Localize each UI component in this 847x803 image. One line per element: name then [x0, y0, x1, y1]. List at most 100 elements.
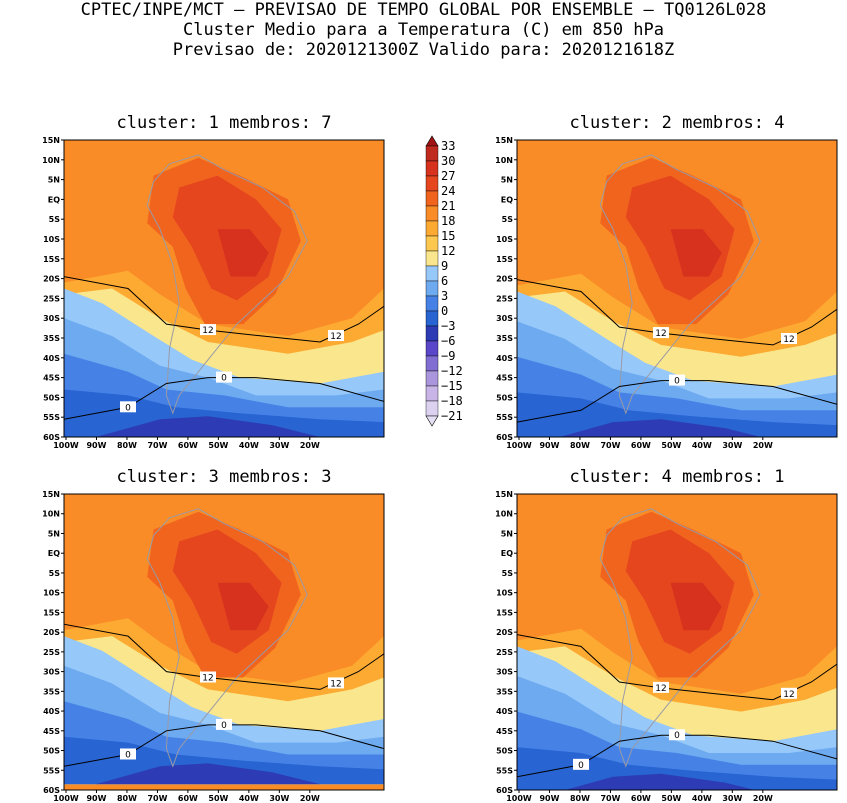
lat-label: 15N	[495, 136, 513, 145]
lon-label: 100W	[506, 441, 532, 450]
temperature-field: 12 12 0	[517, 140, 837, 437]
field-core-24	[670, 229, 722, 277]
lat-label: 50S	[496, 393, 513, 402]
lon-label: 20W	[300, 441, 320, 450]
lon-label: 60W	[631, 794, 651, 803]
lat-label: 35S	[43, 687, 60, 696]
colorbar-label: 6	[441, 274, 448, 288]
coastline	[146, 508, 308, 768]
lon-label: 60W	[178, 794, 198, 803]
lat-label: 60S	[43, 433, 60, 442]
contour-label: 12	[655, 329, 666, 339]
lat-label: 5S	[502, 569, 514, 578]
lat-label: 25S	[43, 648, 60, 657]
lon-label: 90W	[539, 441, 559, 450]
colorbar-label: −15	[441, 379, 463, 393]
colorbar-swatch	[425, 310, 439, 327]
header-line-1: CPTEC/INPE/MCT — PREVISAO DE TEMPO GLOBA…	[80, 0, 767, 20]
colorbar-swatch	[425, 295, 439, 312]
field-band-6	[564, 773, 756, 790]
lon-label: 80W	[117, 794, 137, 803]
lat-label: 15S	[43, 608, 60, 617]
contour-label: 0	[221, 721, 227, 731]
colorbar-swatch	[425, 340, 439, 357]
colorbar-label: 18	[441, 214, 455, 228]
colorbar-swatch	[425, 235, 439, 252]
temperature-field: 12 12 0 0	[64, 140, 384, 437]
colorbar-swatch	[425, 190, 439, 207]
figure-header: CPTEC/INPE/MCT — PREVISAO DE TEMPO GLOBA…	[0, 0, 847, 60]
colorbar-swatch	[425, 370, 439, 387]
contour-label: 12	[330, 332, 341, 342]
colorbar-swatch	[425, 385, 439, 402]
contour-label: 12	[202, 326, 213, 336]
coastline	[599, 508, 761, 768]
map-panel-1: 12 12 0 0 15N 10N 5N EQ 5S 10S 15S 20S 25S 30S 35S 40S 4…	[42, 136, 385, 450]
lat-label: 40S	[43, 707, 60, 716]
colorbar-label: −9	[441, 349, 455, 363]
colorbar-swatch	[425, 265, 439, 282]
lat-label: 55S	[43, 766, 60, 775]
map-panel-3: 12 12 0 0 15N 10N 5N EQ 5S 10S 15S 20S 25S 30S 35S 40S 4…	[42, 490, 385, 803]
lat-label: 60S	[43, 786, 60, 795]
field-core-24	[670, 582, 722, 631]
contour-label-bg	[573, 758, 589, 770]
lat-label: 60S	[496, 786, 513, 795]
colorbar-label: 27	[441, 169, 455, 183]
lat-label: 15N	[42, 136, 60, 145]
colorbar-label: 15	[441, 229, 455, 243]
field-core-24	[217, 229, 269, 277]
lon-label: 70W	[147, 794, 167, 803]
colorbar-swatch	[425, 220, 439, 237]
lat-label: 20S	[496, 275, 513, 284]
colorbar-swatch	[425, 205, 439, 222]
field-band-6	[96, 416, 320, 437]
lon-label: 20W	[300, 794, 320, 803]
contour-label: 12	[783, 335, 794, 345]
lat-label: 15S	[496, 608, 513, 617]
field-core-24	[217, 582, 269, 631]
colorbar-bottom-arrow	[425, 415, 439, 427]
lat-label: 30S	[43, 314, 60, 323]
lat-label: 10N	[495, 510, 513, 519]
lat-label: EQ	[501, 549, 513, 558]
lat-label: 10N	[42, 510, 60, 519]
lon-label: 100W	[506, 794, 532, 803]
lat-label: 45S	[496, 727, 513, 736]
lon-label: 40W	[692, 794, 712, 803]
lat-label: 55S	[43, 413, 60, 422]
panel-1-title: cluster: 1 membros: 7	[116, 113, 332, 133]
map-frame	[516, 493, 838, 791]
lon-label: 40W	[239, 794, 259, 803]
colorbar-top-arrow	[425, 135, 439, 147]
lat-label: 40S	[496, 707, 513, 716]
colorbar-swatch	[425, 250, 439, 267]
coastline	[146, 154, 308, 415]
lat-label: 30S	[496, 314, 513, 323]
lat-label: 50S	[43, 393, 60, 402]
field-band-5	[517, 747, 837, 790]
lon-label: 30W	[269, 441, 289, 450]
lat-label: 45S	[43, 727, 60, 736]
lat-label: 5N	[501, 176, 513, 185]
colorbar-swatch	[425, 160, 439, 177]
colorbar-label: −21	[441, 409, 463, 423]
contour-label: 12	[202, 674, 213, 684]
lat-label: EQ	[501, 195, 513, 204]
lat-label: 5N	[48, 176, 60, 185]
lat-label: 5N	[48, 529, 60, 538]
colorbar-label: 9	[441, 259, 448, 273]
header-line-2: Cluster Medio para a Temperatura (C) em …	[182, 20, 665, 40]
contour-label: 0	[125, 750, 131, 760]
lat-label: 20S	[496, 628, 513, 637]
contour-label: 0	[578, 761, 584, 771]
lat-label: 20S	[43, 628, 60, 637]
panel-3-title: cluster: 3 membros: 3	[116, 467, 332, 487]
field-band-6	[96, 763, 320, 785]
lat-label: 15N	[42, 490, 60, 499]
lat-label: 35S	[496, 334, 513, 343]
contour-label-bg	[781, 332, 797, 344]
lat-label: 35S	[43, 334, 60, 343]
contour-12	[64, 623, 384, 690]
lon-label: 80W	[117, 441, 137, 450]
